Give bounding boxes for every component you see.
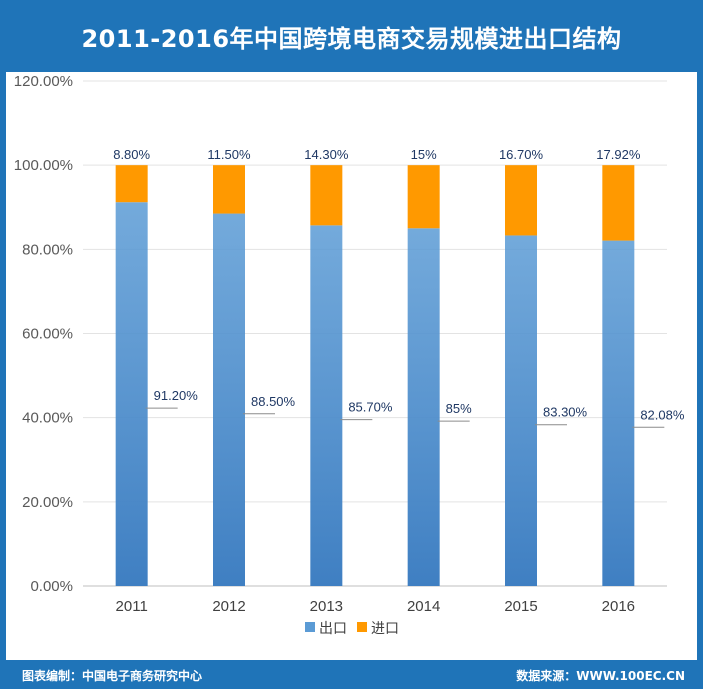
- bar-import-2014: [407, 165, 440, 229]
- bar-export-2013: [310, 225, 343, 587]
- y-tick-label: 20.00%: [22, 494, 73, 511]
- data-label-export: 85%: [446, 401, 472, 416]
- footer-credit: 图表编制：中国电子商务研究中心: [22, 669, 203, 683]
- y-tick-label: 100.00%: [14, 157, 73, 174]
- y-tick-label: 60.00%: [22, 326, 73, 343]
- bar-import-2016: [602, 165, 635, 241]
- data-label-import: 14.30%: [304, 147, 349, 162]
- y-tick-label: 80.00%: [22, 241, 73, 258]
- y-tick-label: 120.00%: [14, 73, 73, 90]
- x-tick-label: 2014: [407, 598, 440, 615]
- legend-label-export: 出口: [319, 621, 347, 637]
- x-tick-label: 2011: [116, 598, 148, 615]
- data-label-import: 8.80%: [113, 147, 150, 162]
- chart-header: 2011-2016年中国跨境电商交易规模进出口结构: [0, 0, 703, 72]
- data-label-import: 11.50%: [207, 147, 251, 162]
- bar-export-2014: [407, 228, 440, 586]
- data-label-export: 83.30%: [543, 405, 588, 420]
- x-tick-label: 2016: [602, 598, 635, 615]
- footer-source: 数据来源：WWW.100EC.CN: [516, 669, 685, 683]
- data-label-export: 82.08%: [640, 407, 685, 422]
- chart-footer: 图表编制：中国电子商务研究中心 数据来源：WWW.100EC.CN: [0, 660, 703, 689]
- data-label-export: 88.50%: [251, 394, 296, 409]
- legend-swatch-import: [357, 622, 367, 632]
- bar-import-2013: [310, 165, 343, 226]
- legend-label-import: 进口: [371, 621, 399, 637]
- legend-swatch-export: [305, 622, 315, 632]
- data-label-import: 16.70%: [499, 147, 544, 162]
- y-tick-label: 40.00%: [22, 410, 73, 427]
- bar-export-2012: [213, 213, 245, 586]
- chart-title: 2011-2016年中国跨境电商交易规模进出口结构: [81, 24, 622, 53]
- x-tick-label: 2013: [310, 598, 343, 615]
- data-label-export: 91.20%: [154, 388, 199, 403]
- data-label-export: 85.70%: [348, 400, 393, 415]
- bar-export-2016: [602, 240, 635, 586]
- bar-export-2015: [505, 235, 537, 586]
- data-label-import: 15%: [411, 147, 437, 162]
- bar-import-2012: [213, 165, 245, 214]
- bar-export-2011: [115, 202, 148, 586]
- y-tick-label: 0.00%: [30, 578, 73, 595]
- data-label-import: 17.92%: [596, 147, 641, 162]
- stacked-bar-chart: 0.00% 20.00% 40.00% 60.00% 80.00% 100.00% 120.…: [14, 73, 685, 637]
- x-tick-label: 2012: [212, 598, 245, 615]
- x-tick-label: 2015: [504, 598, 537, 615]
- bar-import-2015: [505, 165, 537, 236]
- bar-import-2011: [115, 165, 148, 203]
